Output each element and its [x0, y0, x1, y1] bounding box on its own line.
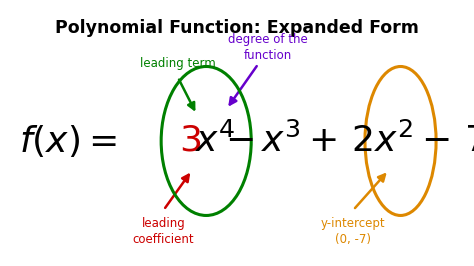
Text: leading
coefficient: leading coefficient — [133, 217, 194, 246]
Text: Polynomial Function: Expanded Form: Polynomial Function: Expanded Form — [55, 19, 419, 37]
Text: $x^4$: $x^4$ — [195, 123, 236, 159]
Text: $f(x) =$: $f(x) =$ — [19, 123, 117, 159]
Text: degree of the
function: degree of the function — [228, 33, 308, 63]
Text: leading term: leading term — [140, 57, 216, 70]
Text: y-intercept
(0, -7): y-intercept (0, -7) — [321, 217, 385, 246]
Text: $3$: $3$ — [179, 124, 201, 158]
Text: $-\, x^3+\, 2x^2-\, 7$: $-\, x^3+\, 2x^2-\, 7$ — [225, 123, 474, 159]
